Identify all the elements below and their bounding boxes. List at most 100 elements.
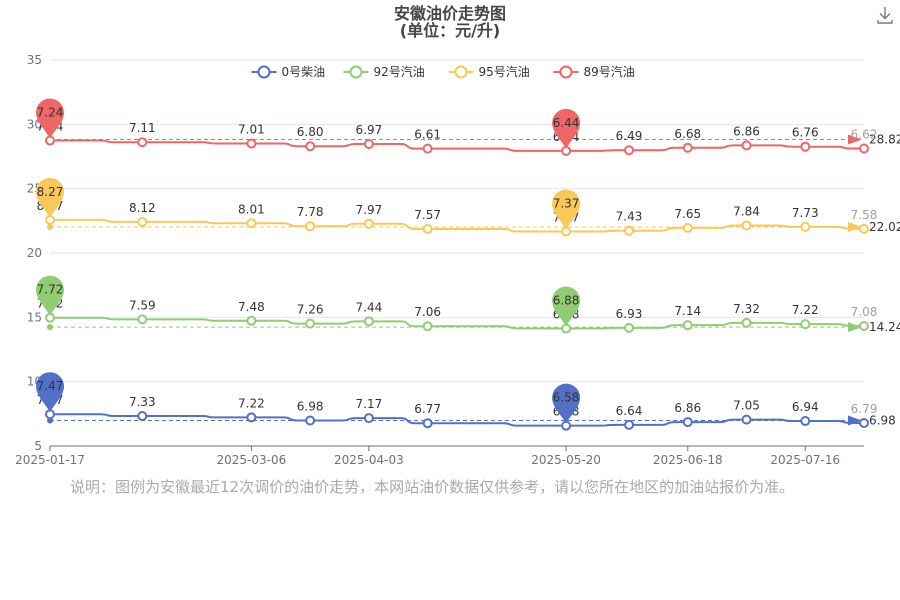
data-point <box>800 416 811 427</box>
data-point <box>741 414 752 425</box>
data-point <box>137 137 148 148</box>
average-line-arrow <box>848 134 862 145</box>
data-label: 7.44 <box>356 300 383 314</box>
legend-item[interactable]: 0号柴油 <box>251 65 326 79</box>
pin-shape <box>552 383 581 424</box>
legend-label: 89号汽油 <box>584 64 635 79</box>
data-label: 6.79 <box>851 402 878 416</box>
data-point <box>682 222 693 233</box>
y-tick-label: 35 <box>27 53 42 67</box>
data-point <box>137 216 148 227</box>
x-tick-label: 2025-01-17 <box>15 453 85 467</box>
data-label: 6.86 <box>733 124 760 138</box>
data-label: 7.73 <box>792 206 819 220</box>
pin-shape <box>36 372 64 413</box>
pin-label: 7.24 <box>37 106 64 120</box>
data-point <box>363 316 374 327</box>
legend-item[interactable]: 89号汽油 <box>553 64 635 79</box>
x-tick-label: 2025-07-16 <box>770 453 840 467</box>
y-tick-label: 15 <box>27 310 42 324</box>
chart-note: 说明：图例为安徽最近12次调价的油价走势，本网站油价数据仅供参考，请以您所在地区… <box>70 478 795 496</box>
data-label: 6.93 <box>616 307 643 321</box>
pin-marker: 7.37 <box>552 189 581 230</box>
series-line <box>50 139 864 152</box>
series-line <box>50 413 864 427</box>
pin-shape <box>552 189 581 230</box>
data-label: 7.06 <box>414 305 441 319</box>
data-point <box>741 317 752 328</box>
average-line-arrow <box>848 322 862 333</box>
data-point <box>246 138 257 149</box>
y-tick-label: 20 <box>27 246 42 260</box>
pin-label: 6.88 <box>553 294 580 308</box>
pin-label: 8.27 <box>37 185 64 199</box>
data-label: 7.84 <box>733 204 760 218</box>
data-label: 7.97 <box>356 203 383 217</box>
data-label: 6.49 <box>616 129 643 143</box>
data-label: 6.98 <box>297 400 324 414</box>
data-label: 7.33 <box>129 395 156 409</box>
data-point <box>859 417 869 428</box>
data-label: 6.94 <box>792 400 819 414</box>
chart-title: 安徽油价走势图 <box>393 4 506 23</box>
data-point <box>682 320 693 331</box>
data-point <box>624 419 635 430</box>
data-point <box>246 412 257 423</box>
data-label: 7.08 <box>851 305 878 319</box>
pin-shape <box>36 98 64 139</box>
data-point <box>682 142 693 153</box>
data-point <box>363 413 374 424</box>
pin-shape <box>36 275 64 316</box>
data-label: 6.80 <box>297 125 324 139</box>
average-line-label: 14.24 <box>869 320 900 334</box>
data-label: 7.58 <box>851 208 878 222</box>
data-label: 8.01 <box>238 202 265 216</box>
pin-marker: 6.58 <box>552 383 581 424</box>
data-point <box>624 145 635 156</box>
data-point <box>246 218 257 229</box>
legend-item[interactable]: 92号汽油 <box>343 64 425 79</box>
average-line-label: 22.02 <box>869 220 900 234</box>
pin-marker: 7.72 <box>36 275 64 316</box>
data-label: 7.22 <box>238 396 265 410</box>
data-label: 7.17 <box>356 397 383 411</box>
data-label: 6.68 <box>674 127 701 141</box>
pin-label: 6.44 <box>553 116 580 130</box>
average-line-start <box>47 224 53 231</box>
legend-marker <box>349 65 363 79</box>
legend-item[interactable]: 95号汽油 <box>448 64 530 79</box>
data-point <box>741 220 752 231</box>
data-point <box>624 225 635 236</box>
x-tick-label: 2025-05-20 <box>531 453 601 467</box>
data-point <box>363 139 374 150</box>
download-icon[interactable] <box>876 5 894 25</box>
average-line-start <box>47 417 53 424</box>
data-label: 7.11 <box>129 121 156 135</box>
data-label: 7.05 <box>733 399 760 413</box>
data-point <box>422 418 433 429</box>
data-label: 6.61 <box>414 128 441 142</box>
data-point <box>305 141 316 152</box>
average-line-start <box>47 324 53 331</box>
average-line-label: 6.98 <box>869 414 896 428</box>
pin-marker: 7.24 <box>36 98 64 139</box>
data-label: 7.14 <box>674 304 701 318</box>
data-point <box>800 319 811 330</box>
pin-label: 7.37 <box>553 197 580 211</box>
x-tick-label: 2025-03-06 <box>217 453 287 467</box>
data-point <box>305 221 316 232</box>
pin-shape <box>552 286 581 327</box>
data-label: 6.97 <box>356 123 383 137</box>
data-point <box>859 320 869 331</box>
series-line <box>50 218 864 233</box>
data-point <box>137 314 148 325</box>
pin-label: 7.47 <box>37 379 64 393</box>
data-label: 6.76 <box>792 126 819 140</box>
data-label: 7.43 <box>616 210 643 224</box>
data-label: 7.57 <box>414 208 441 222</box>
series-line <box>50 316 864 330</box>
chart-subtitle: (单位：元/升) <box>399 21 501 40</box>
legend-label: 92号汽油 <box>374 64 425 79</box>
data-point <box>624 322 635 333</box>
